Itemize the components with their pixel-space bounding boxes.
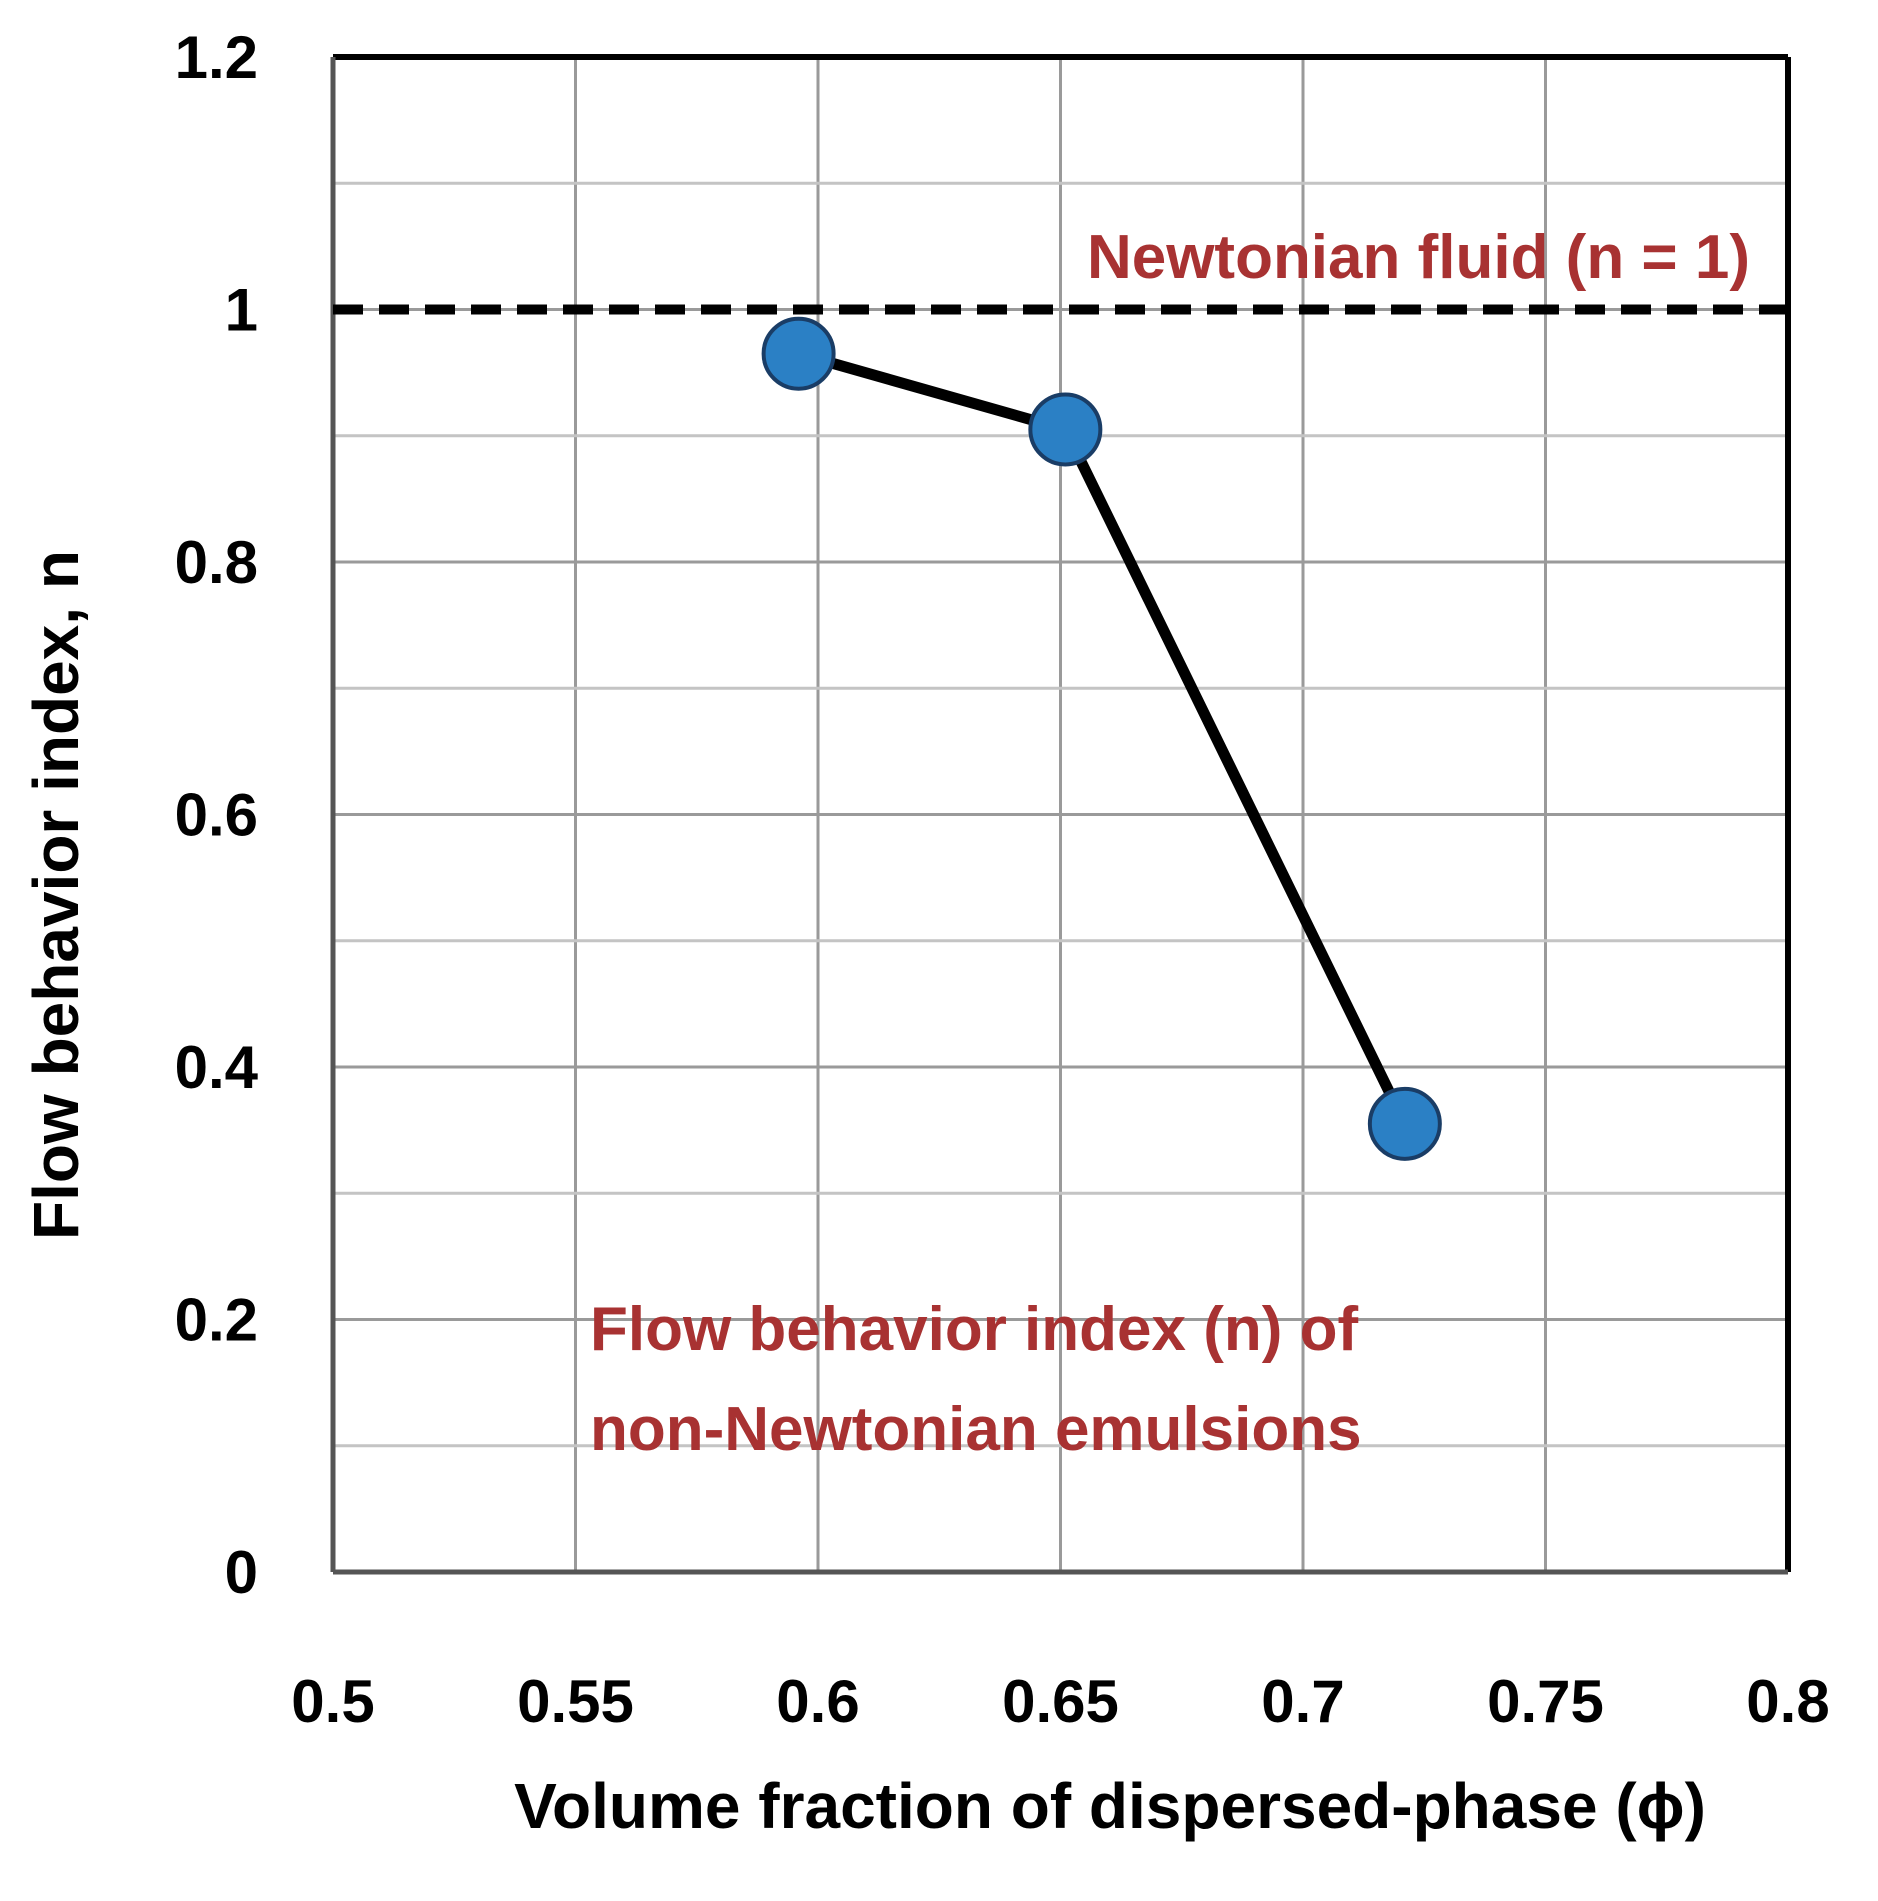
y-tick-label: 0.2 (175, 1287, 258, 1354)
data-point (761, 316, 836, 391)
newtonian-fluid-annotation: Newtonian fluid (n = 1) (1087, 223, 1750, 292)
series-layer (761, 316, 1442, 1161)
y-tick-label: 1 (225, 277, 258, 344)
series-annotation-line-2: non-Newtonian emulsions (590, 1395, 1362, 1464)
x-axis-tick-labels: 0.5 0.55 0.6 0.65 0.7 0.75 0.8 (291, 1668, 1829, 1735)
y-tick-label: 0 (225, 1539, 258, 1606)
data-point (1367, 1086, 1442, 1161)
y-tick-label: 0.6 (175, 782, 258, 849)
x-axis-title: Volume fraction of dispersed-phase (ϕ) (514, 1770, 1706, 1842)
x-tick-label: 0.6 (776, 1668, 859, 1735)
x-tick-label: 0.8 (1746, 1668, 1829, 1735)
x-tick-label: 0.5 (291, 1668, 374, 1735)
y-tick-label: 1.2 (175, 24, 258, 91)
grid (333, 57, 1788, 1572)
y-tick-label: 0.4 (175, 1034, 259, 1101)
y-tick-label: 0.8 (175, 529, 258, 596)
y-axis-title: Flow behavior index, n (20, 550, 92, 1240)
series-annotation-line-1: Flow behavior index (n) of (590, 1295, 1358, 1364)
y-axis-tick-labels: 0 0.2 0.4 0.6 0.8 1 1.2 (175, 24, 259, 1606)
x-tick-label: 0.55 (517, 1668, 634, 1735)
x-tick-label: 0.65 (1002, 1668, 1119, 1735)
data-point (1028, 392, 1103, 467)
series-line (797, 348, 1410, 1127)
x-tick-label: 0.7 (1261, 1668, 1344, 1735)
x-tick-label: 0.75 (1487, 1668, 1604, 1735)
